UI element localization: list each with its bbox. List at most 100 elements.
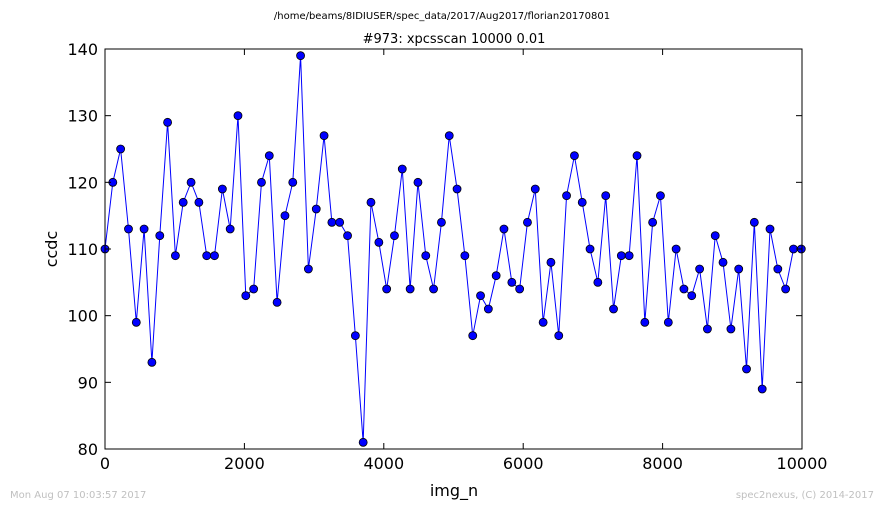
- data-point: [734, 264, 744, 274]
- data-point: [178, 197, 188, 207]
- chart-title: #973: xpcsscan 10000 0.01: [363, 32, 546, 47]
- data-point: [382, 284, 392, 294]
- data-point: [632, 151, 642, 161]
- data-point: [210, 251, 219, 261]
- data-point: [350, 331, 360, 341]
- data-point: [202, 251, 212, 261]
- data-point: [656, 191, 665, 201]
- data-point: [170, 251, 180, 261]
- data-point: [452, 184, 462, 194]
- data-point: [241, 291, 251, 301]
- y-tick-label: 130: [67, 107, 98, 126]
- y-tick-label: 120: [67, 173, 98, 192]
- data-point: [311, 204, 321, 214]
- data-point: [757, 384, 767, 394]
- y-tick-label: 110: [67, 240, 98, 259]
- plot-area: [100, 51, 806, 447]
- data-point: [303, 264, 313, 274]
- data-point: [444, 131, 454, 141]
- data-point: [687, 291, 697, 301]
- data-point: [515, 284, 525, 294]
- x-tick-label: 10000: [777, 454, 828, 473]
- y-tick-label: 90: [78, 373, 98, 392]
- data-point: [695, 264, 705, 274]
- data-point: [640, 317, 650, 327]
- data-point: [562, 191, 571, 201]
- series-line: [104, 55, 802, 443]
- data-point: [186, 177, 196, 187]
- data-point: [413, 177, 423, 187]
- data-point: [460, 251, 470, 261]
- data-point: [710, 231, 720, 241]
- x-tick-label: 4000: [363, 454, 404, 473]
- data-point: [437, 217, 446, 227]
- data-point: [405, 284, 415, 294]
- data-point: [390, 231, 399, 241]
- data-point: [765, 224, 775, 234]
- data-point: [538, 317, 548, 327]
- data-point: [421, 251, 431, 261]
- data-point: [335, 217, 345, 227]
- data-point: [366, 197, 376, 207]
- y-tick-label: 80: [78, 440, 98, 459]
- x-tick-label: 8000: [642, 454, 683, 473]
- data-point: [343, 231, 352, 241]
- data-point: [225, 224, 235, 234]
- data-point: [374, 237, 384, 247]
- data-point: [703, 324, 712, 334]
- data-point: [217, 184, 227, 194]
- x-axis-label: img_n: [430, 481, 478, 501]
- data-point: [624, 251, 634, 261]
- x-tick-label: 6000: [503, 454, 544, 473]
- data-point: [718, 257, 728, 267]
- data-point: [280, 211, 290, 221]
- figure-suptitle: /home/beams/8IDIUSER/spec_data/2017/Aug2…: [274, 11, 610, 22]
- y-axis-label: ccdc: [42, 231, 61, 268]
- data-point: [570, 151, 579, 161]
- data-point: [679, 284, 689, 294]
- data-point: [327, 217, 337, 227]
- data-point: [233, 111, 243, 121]
- axes-ticks: 0 2000 4000 6000 8000 10000 80 90 100 110 120 130 14…: [67, 40, 827, 473]
- data-point: [264, 151, 274, 161]
- data-point: [491, 271, 501, 281]
- data-point: [257, 177, 266, 187]
- data-point: [358, 437, 368, 447]
- data-point: [601, 191, 611, 201]
- data-point: [671, 244, 681, 254]
- data-point: [507, 277, 517, 287]
- data-point: [288, 177, 298, 187]
- data-point: [593, 277, 603, 287]
- data-point: [139, 224, 149, 234]
- data-point: [468, 331, 478, 341]
- data-point: [124, 224, 133, 234]
- data-point: [397, 164, 407, 174]
- data-point: [483, 304, 493, 314]
- data-point: [476, 291, 485, 301]
- data-point: [554, 331, 564, 341]
- data-point: [147, 357, 157, 367]
- data-point: [585, 244, 595, 254]
- data-point: [530, 184, 540, 194]
- data-point: [319, 131, 329, 141]
- data-point: [116, 144, 126, 154]
- data-point: [726, 324, 736, 334]
- data-point: [616, 251, 626, 261]
- data-point: [742, 364, 751, 374]
- data-point: [272, 297, 282, 307]
- data-point: [781, 284, 791, 294]
- data-point: [663, 317, 673, 327]
- data-point: [296, 51, 305, 61]
- data-point: [577, 197, 587, 207]
- plot-frame: [104, 48, 803, 450]
- data-point: [609, 304, 618, 314]
- data-point: [523, 217, 532, 227]
- data-point: [499, 224, 509, 234]
- data-point: [749, 217, 759, 227]
- data-point: [546, 257, 556, 267]
- y-tick-label: 100: [67, 307, 98, 326]
- footer-credit: spec2nexus, (C) 2014-2017: [736, 490, 874, 501]
- footer-timestamp: Mon Aug 07 10:03:57 2017: [10, 490, 146, 501]
- data-point: [648, 217, 658, 227]
